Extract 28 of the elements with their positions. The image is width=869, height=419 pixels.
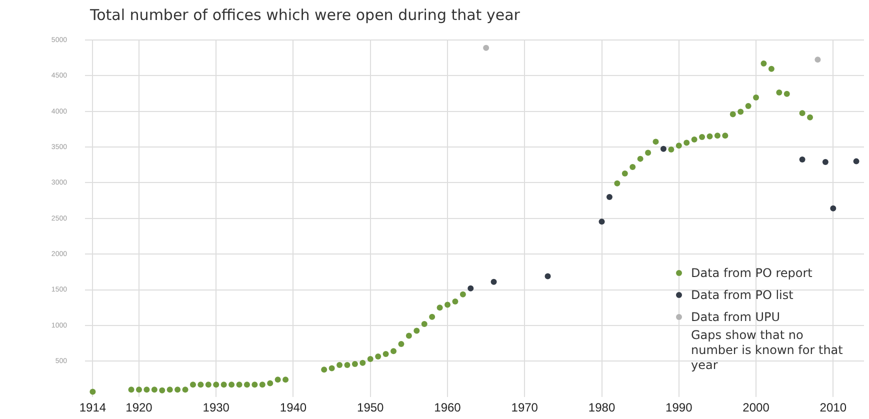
point [468, 285, 474, 292]
legend-label: Data from UPU [691, 310, 780, 324]
point [799, 156, 806, 163]
point [490, 278, 497, 285]
point [598, 218, 605, 225]
x-tick-label: 1930 [202, 400, 230, 414]
legend-label: Data from PO report [691, 266, 812, 280]
x-tick-label: 1920 [126, 400, 153, 414]
x-tick-label: 2000 [742, 400, 770, 414]
point [822, 159, 828, 166]
x-tick-label: 1950 [357, 400, 384, 414]
point [660, 146, 666, 152]
point [544, 273, 551, 280]
point [814, 56, 821, 63]
x-tick-label: 1940 [280, 400, 307, 414]
x-tick-label: 1960 [434, 400, 462, 414]
legend-label: Data from PO list [691, 288, 794, 302]
point [830, 205, 836, 212]
point [606, 194, 612, 200]
x-tick-label: 1980 [588, 400, 616, 414]
annotation: Gaps show that no number is known for that year [691, 328, 844, 373]
x-tick-label: 1914 [79, 400, 106, 414]
x-tick-label: 2010 [820, 400, 847, 414]
x-tick-label: 1990 [666, 400, 693, 414]
chart-title: Total number of offices which were open during that year [90, 6, 520, 24]
point [853, 158, 860, 164]
x-tick-label: 1970 [511, 400, 538, 414]
point [483, 44, 490, 51]
